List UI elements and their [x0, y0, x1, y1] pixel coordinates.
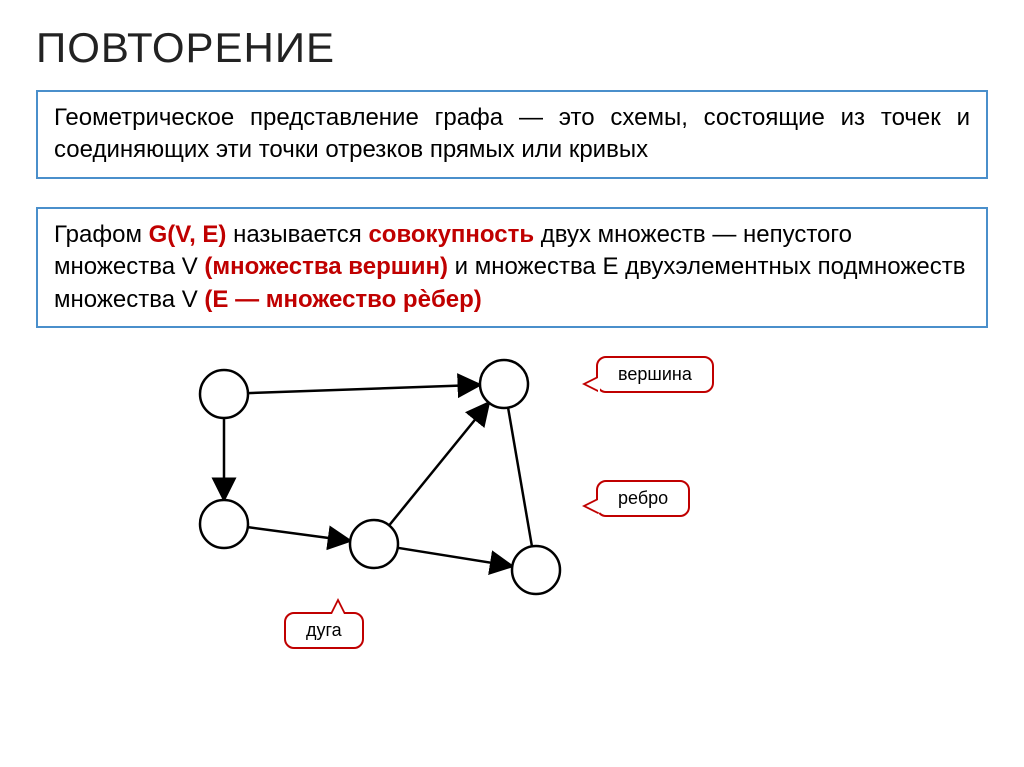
callout-edge: ребро [596, 480, 690, 517]
graph-edge [248, 527, 350, 541]
graph-node [200, 370, 248, 418]
def1-prefix: Геометрическое представление графа — это… [54, 104, 881, 131]
callout-arc: дуга [284, 612, 364, 649]
graph-node [350, 520, 398, 568]
def2-sovok: совокупность [368, 221, 534, 248]
callout-vertex: вершина [596, 356, 714, 393]
graph-node [480, 360, 528, 408]
graph-edge [398, 548, 513, 566]
graph-diagram: вершина ребро дуга [176, 352, 856, 662]
def2-gve: G(V, E) [149, 221, 227, 248]
graph-edge [508, 408, 532, 547]
page-title: ПОВТОРЕНИЕ [36, 24, 988, 72]
def2-p1: Графом [54, 221, 149, 248]
def1-points: точек [881, 104, 941, 131]
graph-node [200, 500, 248, 548]
def2-vertset: (множества вершин) [204, 253, 448, 280]
graph-node [512, 546, 560, 594]
graph-svg [176, 352, 856, 662]
def2-edgeset: (E — множество рѐбер) [204, 286, 481, 313]
def2-p2: называется [233, 221, 368, 248]
graph-edge [389, 403, 489, 526]
definition-box-1: Геометрическое представление графа — это… [36, 90, 988, 179]
definition-box-2: Графом G(V, E) называется совокупность д… [36, 207, 988, 328]
graph-edge [248, 385, 480, 393]
